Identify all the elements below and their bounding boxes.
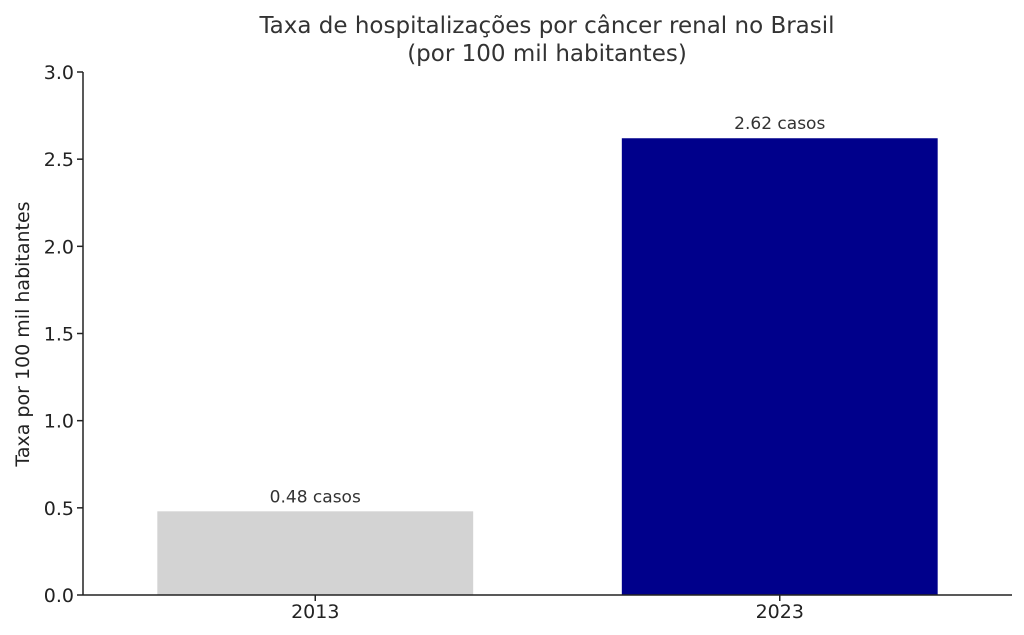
bar-value-label: 2.62 casos xyxy=(734,114,825,134)
y-tick-label: 3.0 xyxy=(44,62,74,84)
y-tick-label: 1.5 xyxy=(44,324,74,346)
y-tick-label: 1.0 xyxy=(44,411,74,433)
y-tick-label: 0.5 xyxy=(44,498,74,520)
y-tick-label: 0.0 xyxy=(44,585,74,607)
chart-title-line-2: (por 100 mil habitantes) xyxy=(407,41,687,67)
x-tick-label: 2013 xyxy=(291,601,339,623)
y-tick-label: 2.0 xyxy=(44,236,74,258)
y-axis-label: Taxa por 100 mil habitantes xyxy=(12,201,34,467)
x-tick-label: 2023 xyxy=(756,601,804,623)
y-tick-label: 2.5 xyxy=(44,149,74,171)
bar-value-label: 0.48 casos xyxy=(270,487,361,507)
bar-2013 xyxy=(157,511,474,595)
chart-title-line-1: Taxa de hospitalizações por câncer renal… xyxy=(258,13,834,39)
bar-2023 xyxy=(621,138,938,595)
plot-area: 0.0 0.5 1.0 1.5 2.0 2.5 3.0 0.48 casos 2013 2.62 … xyxy=(44,62,938,623)
